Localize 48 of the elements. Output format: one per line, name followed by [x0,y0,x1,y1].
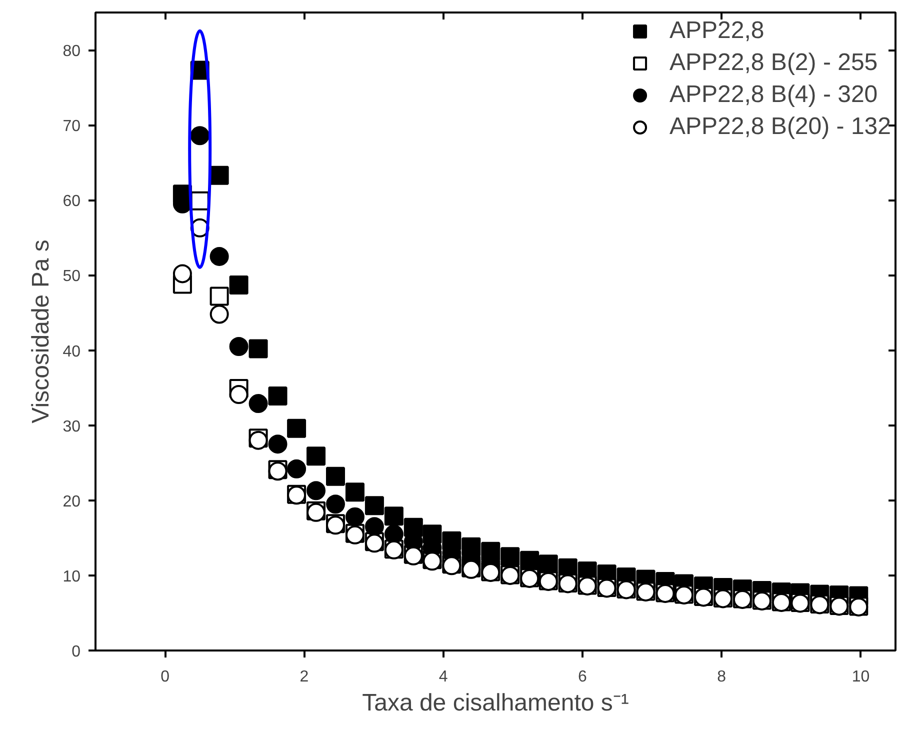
y-tick-label: 70 [62,118,81,136]
legend-label: APP22,8 B(4) - 320 [670,81,878,109]
x-tick-label: 8 [717,668,726,686]
y-tick-label: 20 [62,493,81,510]
x-tick-label: 4 [438,668,448,686]
point [268,434,288,454]
point [364,496,384,516]
point [384,524,404,544]
point [229,275,248,294]
point [190,126,210,146]
point [384,506,404,526]
point [229,337,248,356]
y-tick-label: 0 [72,644,81,660]
x-axis-title: Taxa de cisalhamento s⁻¹ [362,690,629,716]
y-tick-label: 80 [62,43,81,60]
y-tick-label: 10 [62,568,81,586]
x-tick-label: 10 [852,668,870,686]
y-tick-label: 50 [62,268,81,286]
legend-label: APP22,8 B(2) - 255 [670,49,878,77]
point [248,394,268,414]
point [326,466,345,486]
x-tick-label: 0 [160,668,170,686]
point [229,385,248,404]
point [326,494,345,514]
point [210,166,229,185]
point [306,481,326,500]
point [248,339,268,358]
point [345,507,364,526]
point [520,550,540,570]
x-tick-label: 6 [578,668,588,686]
point [364,517,384,536]
y-tick-label: 30 [62,418,81,436]
legend-label: APP22,8 B(20) - 132 [670,113,891,141]
y-tick-label: 40 [62,343,81,360]
legend-label: APP22,8 [670,17,764,45]
point [210,286,229,306]
x-tick-label: 2 [300,668,309,686]
y-tick-label: 60 [62,193,81,210]
point [500,547,520,566]
point [268,386,288,406]
point [287,418,306,438]
point [172,264,192,284]
point [210,246,229,266]
point [345,482,364,502]
y-axis-title: Viscosidade Pa s [28,240,55,424]
point [306,446,326,466]
point [287,459,306,478]
point [210,304,229,324]
